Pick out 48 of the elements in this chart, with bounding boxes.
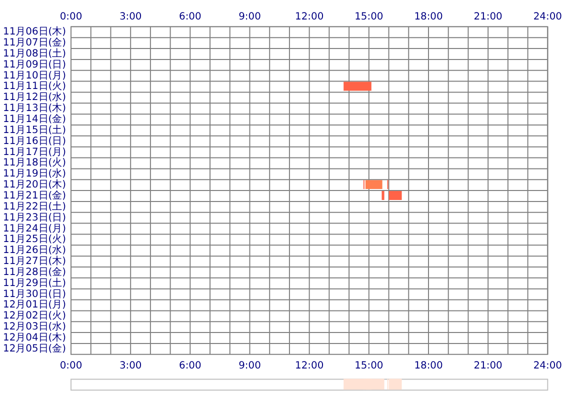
x-tick-label: 3:00 <box>119 12 142 23</box>
x-tick-label: 21:00 <box>474 12 502 23</box>
y-tick-label: 11月17日(月) <box>3 146 66 158</box>
x-tick-label: 15:00 <box>354 12 384 23</box>
x2-tick-label: 24:00 <box>533 360 562 372</box>
x2-tick-label: 15:00 <box>354 360 384 372</box>
y-tick-label: 11月10日(月) <box>3 70 66 82</box>
y-tick-label: 11月18日(火) <box>3 156 66 169</box>
y-tick-label: 12月01日(月) <box>3 300 66 311</box>
y-tick-label: 12月04日(木) <box>3 331 66 344</box>
y-tick-label: 11月11日(火) <box>3 80 66 92</box>
y-tick-label: 11月24日(月) <box>3 223 66 234</box>
x-tick-label: 18:00 <box>414 12 443 23</box>
y-tick-label: 12月02日(火) <box>3 310 66 322</box>
y-tick-label: 12月05日(金) <box>3 342 66 354</box>
y-tick-label: 11月23日(日) <box>3 212 66 224</box>
y-tick-label: 12月03日(水) <box>3 320 66 333</box>
x2-tick-label: 6:00 <box>179 360 202 372</box>
x-tick-label: 0:00 <box>60 12 82 23</box>
y-tick-label: 11月09日(日) <box>3 59 66 70</box>
x2-tick-label: 3:00 <box>119 360 142 372</box>
x-tick-label: 24:00 <box>533 12 562 23</box>
y-tick-label: 11月21日(金) <box>3 189 66 202</box>
y-tick-label: 11月28日(金) <box>3 266 66 278</box>
y-tick-label: 11月16日(日) <box>3 136 66 147</box>
x2-tick-label: 0:00 <box>60 360 82 372</box>
y-tick-label: 11月29日(土) <box>3 276 66 289</box>
y-tick-label: 11月30日(日) <box>3 288 66 300</box>
x2-tick-label: 21:00 <box>474 360 502 372</box>
y-tick-label: 11月20日(木) <box>3 178 66 191</box>
y-tick-label: 11月12日(水) <box>3 91 66 104</box>
y-tick-label: 11月08日(土) <box>3 47 66 60</box>
y-tick-label: 11月26日(水) <box>3 244 66 256</box>
x2-tick-label: 9:00 <box>238 360 261 372</box>
y-tick-label: 11月27日(木) <box>3 255 66 268</box>
y-tick-label: 11月07日(金) <box>3 36 66 49</box>
x-tick-label: 9:00 <box>238 12 261 23</box>
y-tick-label: 11月06日(木) <box>3 26 66 38</box>
y-tick-label: 11月19日(水) <box>3 168 66 180</box>
y-tick-label: 11月25日(火) <box>3 233 66 246</box>
y-tick-label: 11月15日(土) <box>3 124 66 136</box>
y-tick-label: 11月22日(土) <box>3 200 66 212</box>
x-tick-label: 12:00 <box>295 12 324 23</box>
x2-tick-label: 12:00 <box>295 360 324 372</box>
x2-tick-label: 18:00 <box>414 360 443 372</box>
x-tick-label: 6:00 <box>179 12 202 23</box>
y-tick-label: 11月13日(木) <box>3 102 66 114</box>
y-tick-label: 11月14日(金) <box>3 113 66 126</box>
